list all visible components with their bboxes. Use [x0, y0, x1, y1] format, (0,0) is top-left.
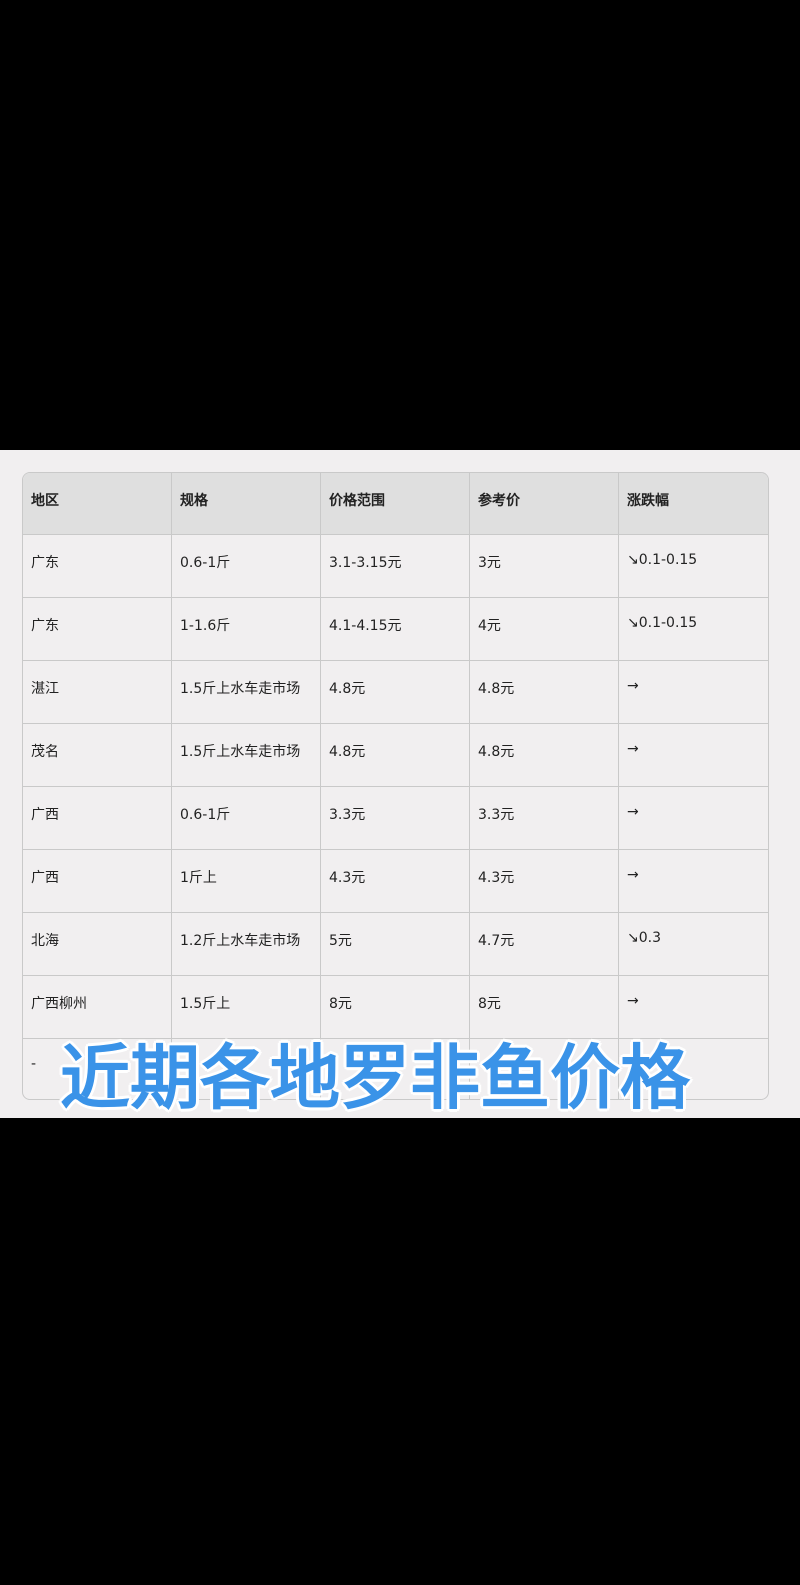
cell-reference-price: 4.8元: [470, 661, 619, 723]
header-region: 地区: [23, 473, 172, 534]
table-row: 广西 0.6-1斤 3.3元 3.3元 →: [23, 787, 768, 850]
table-row: 茂名 1.5斤上水车走市场 4.8元 4.8元 →: [23, 724, 768, 787]
cell-region: 湛江: [23, 661, 172, 723]
table-row: 广东 1-1.6斤 4.1-4.15元 4元 ↘0.1-0.15: [23, 598, 768, 661]
table-row: 广西柳州 1.5斤上 8元 8元 →: [23, 976, 768, 1039]
cell-region: 茂名: [23, 724, 172, 786]
cell-price-range: 5元: [321, 913, 470, 975]
cell-region: -: [23, 1039, 172, 1099]
table-header-row: 地区 规格 价格范围 参考价 涨跌幅: [23, 473, 768, 535]
overlay-title: 近期各地罗非鱼价格: [60, 1037, 690, 1119]
price-table: 地区 规格 价格范围 参考价 涨跌幅 广东 0.6-1斤 3.1-3.15元 3元 ↘0…: [22, 472, 769, 1100]
cell-reference-price: 4.7元: [470, 913, 619, 975]
cell-spec: 1-1.6斤: [172, 598, 321, 660]
cell-change: ↘0.3: [627, 930, 661, 946]
cell-change: →: [627, 678, 639, 694]
header-change: 涨跌幅: [627, 493, 669, 509]
cell-spec: 0.6-1斤: [172, 535, 321, 597]
cell-price-range: 3.1-3.15元: [321, 535, 470, 597]
cell-reference-price: [470, 1039, 619, 1099]
content-panel: [0, 450, 800, 1118]
table-row: -: [23, 1039, 768, 1099]
cell-region: 广西柳州: [23, 976, 172, 1038]
cell-price-range: 4.3元: [321, 850, 470, 912]
table-row: 北海 1.2斤上水车走市场 5元 4.7元 ↘0.3: [23, 913, 768, 976]
cell-price-range: 3.3元: [321, 787, 470, 849]
cell-reference-price: 4.8元: [470, 724, 619, 786]
cell-price-range: 4.8元: [321, 724, 470, 786]
cell-reference-price: 4元: [470, 598, 619, 660]
cell-region: 广西: [23, 787, 172, 849]
cell-reference-price: 4.3元: [470, 850, 619, 912]
cell-spec: 0.6-1斤: [172, 787, 321, 849]
cell-region: 广东: [23, 535, 172, 597]
cell-change: →: [627, 867, 639, 883]
cell-change: →: [627, 804, 639, 820]
cell-spec: 1斤上: [172, 850, 321, 912]
table-row: 广东 0.6-1斤 3.1-3.15元 3元 ↘0.1-0.15: [23, 535, 768, 598]
cell-price-range: [321, 1039, 470, 1099]
cell-reference-price: 8元: [470, 976, 619, 1038]
cell-reference-price: 3元: [470, 535, 619, 597]
cell-price-range: 4.1-4.15元: [321, 598, 470, 660]
cell-change: ↘0.1-0.15: [627, 615, 698, 631]
header-reference-price: 参考价: [470, 473, 619, 534]
table-row: 广西 1斤上 4.3元 4.3元 →: [23, 850, 768, 913]
cell-change: ↘0.1-0.15: [627, 552, 698, 568]
cell-change: →: [627, 741, 639, 757]
header-price-range: 价格范围: [321, 473, 470, 534]
cell-change: →: [627, 993, 639, 1009]
cell-region: 广西: [23, 850, 172, 912]
cell-region: 北海: [23, 913, 172, 975]
cell-spec: 1.5斤上: [172, 976, 321, 1038]
cell-price-range: 4.8元: [321, 661, 470, 723]
header-spec: 规格: [172, 473, 321, 534]
cell-spec: [172, 1039, 321, 1099]
table-row: 湛江 1.5斤上水车走市场 4.8元 4.8元 →: [23, 661, 768, 724]
cell-spec: 1.5斤上水车走市场: [172, 661, 321, 723]
cell-price-range: 8元: [321, 976, 470, 1038]
cell-spec: 1.5斤上水车走市场: [172, 724, 321, 786]
cell-spec: 1.2斤上水车走市场: [172, 913, 321, 975]
cell-reference-price: 3.3元: [470, 787, 619, 849]
cell-region: 广东: [23, 598, 172, 660]
